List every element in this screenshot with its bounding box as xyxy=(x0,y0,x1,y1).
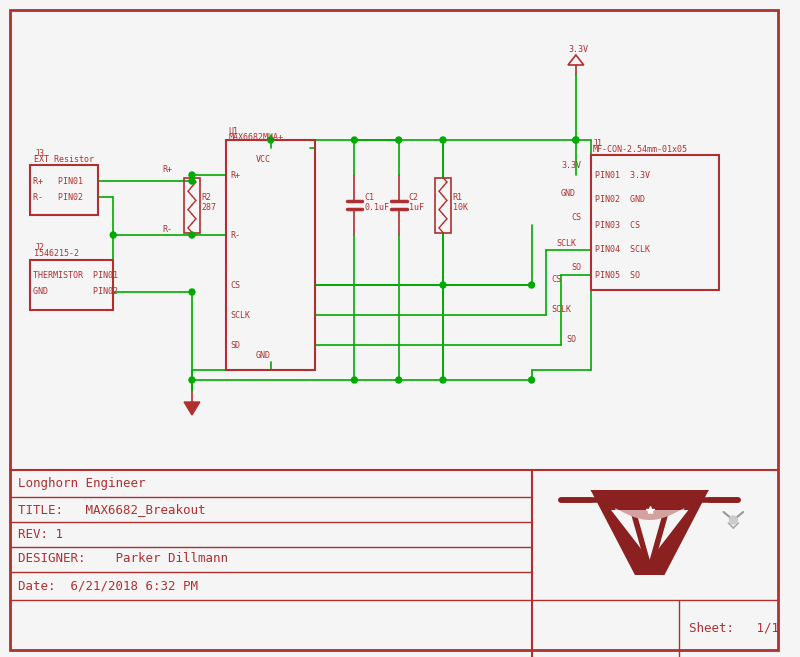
Text: R+   PIN01: R+ PIN01 xyxy=(34,177,83,185)
Circle shape xyxy=(189,178,195,184)
Text: PIN04  SCLK: PIN04 SCLK xyxy=(594,246,650,254)
Polygon shape xyxy=(561,490,738,575)
Text: GND: GND xyxy=(561,189,576,198)
Text: THERMISTOR  PIN01: THERMISTOR PIN01 xyxy=(34,271,118,281)
Text: SCLK: SCLK xyxy=(556,238,576,248)
Text: 1uF: 1uF xyxy=(409,202,423,212)
Text: R+: R+ xyxy=(162,166,173,175)
Text: R-: R- xyxy=(230,231,240,240)
Text: J1: J1 xyxy=(593,139,602,148)
Circle shape xyxy=(268,137,274,143)
Text: PIN03  CS: PIN03 CS xyxy=(594,221,639,229)
Circle shape xyxy=(440,282,446,288)
Text: 0.1uF: 0.1uF xyxy=(364,202,390,212)
Text: CS: CS xyxy=(230,281,240,290)
Bar xyxy=(30,260,114,310)
Text: DESIGNER:    Parker Dillmann: DESIGNER: Parker Dillmann xyxy=(18,553,228,566)
Text: U1: U1 xyxy=(228,127,238,137)
Text: SCLK: SCLK xyxy=(230,311,250,319)
Text: VCC: VCC xyxy=(256,156,271,164)
Circle shape xyxy=(189,232,195,238)
Text: R+: R+ xyxy=(230,171,240,179)
Bar xyxy=(30,165,98,215)
Text: Sheet:   1/1: Sheet: 1/1 xyxy=(689,622,779,635)
Text: MF-CON-2.54mm-01x05: MF-CON-2.54mm-01x05 xyxy=(593,145,687,154)
Text: SO: SO xyxy=(566,336,576,344)
Polygon shape xyxy=(615,508,684,520)
Text: 10K: 10K xyxy=(453,202,468,212)
Circle shape xyxy=(730,516,738,524)
Circle shape xyxy=(110,232,116,238)
Text: 3.3V: 3.3V xyxy=(561,160,581,170)
Text: MAX6682MUA+: MAX6682MUA+ xyxy=(228,133,283,143)
Circle shape xyxy=(440,377,446,383)
Polygon shape xyxy=(184,402,200,415)
Text: R-: R- xyxy=(162,225,173,235)
Text: REV: 1: REV: 1 xyxy=(18,528,62,541)
Text: C1: C1 xyxy=(364,193,374,202)
Circle shape xyxy=(189,377,195,383)
Text: TITLE:   MAX6682_Breakout: TITLE: MAX6682_Breakout xyxy=(18,503,206,516)
Text: GND         PIN02: GND PIN02 xyxy=(34,288,118,296)
Text: GND: GND xyxy=(256,350,271,359)
Text: 1546215-2: 1546215-2 xyxy=(34,250,79,258)
Text: SO: SO xyxy=(571,263,581,273)
Circle shape xyxy=(351,377,358,383)
Bar xyxy=(435,177,451,233)
Text: R-   PIN02: R- PIN02 xyxy=(34,193,83,202)
Bar xyxy=(226,140,315,370)
Circle shape xyxy=(189,289,195,295)
Text: J3: J3 xyxy=(34,148,45,158)
Text: J2: J2 xyxy=(34,244,45,252)
Circle shape xyxy=(529,377,534,383)
Text: R2: R2 xyxy=(202,193,212,202)
Bar xyxy=(184,177,200,233)
Text: 3.3V: 3.3V xyxy=(568,45,588,53)
Text: R1: R1 xyxy=(453,193,463,202)
Text: PIN05  SO: PIN05 SO xyxy=(594,271,639,279)
Text: Date:  6/21/2018 6:32 PM: Date: 6/21/2018 6:32 PM xyxy=(18,579,198,593)
Circle shape xyxy=(351,137,358,143)
Text: CS: CS xyxy=(551,275,562,284)
Text: C2: C2 xyxy=(409,193,418,202)
Text: EXT Resistor: EXT Resistor xyxy=(34,154,94,164)
Text: PIN01  3.3V: PIN01 3.3V xyxy=(594,171,650,179)
Text: SCLK: SCLK xyxy=(551,306,571,315)
Text: CS: CS xyxy=(571,214,581,223)
Circle shape xyxy=(396,137,402,143)
Bar xyxy=(590,155,718,290)
Circle shape xyxy=(396,377,402,383)
Text: 287: 287 xyxy=(202,202,217,212)
Text: PIN02  GND: PIN02 GND xyxy=(594,196,645,204)
Text: Longhorn Engineer: Longhorn Engineer xyxy=(18,478,146,491)
Circle shape xyxy=(529,282,534,288)
Circle shape xyxy=(440,137,446,143)
Polygon shape xyxy=(590,490,709,510)
Text: SD: SD xyxy=(230,340,240,350)
Circle shape xyxy=(573,137,579,143)
Circle shape xyxy=(189,172,195,178)
Circle shape xyxy=(573,137,579,143)
